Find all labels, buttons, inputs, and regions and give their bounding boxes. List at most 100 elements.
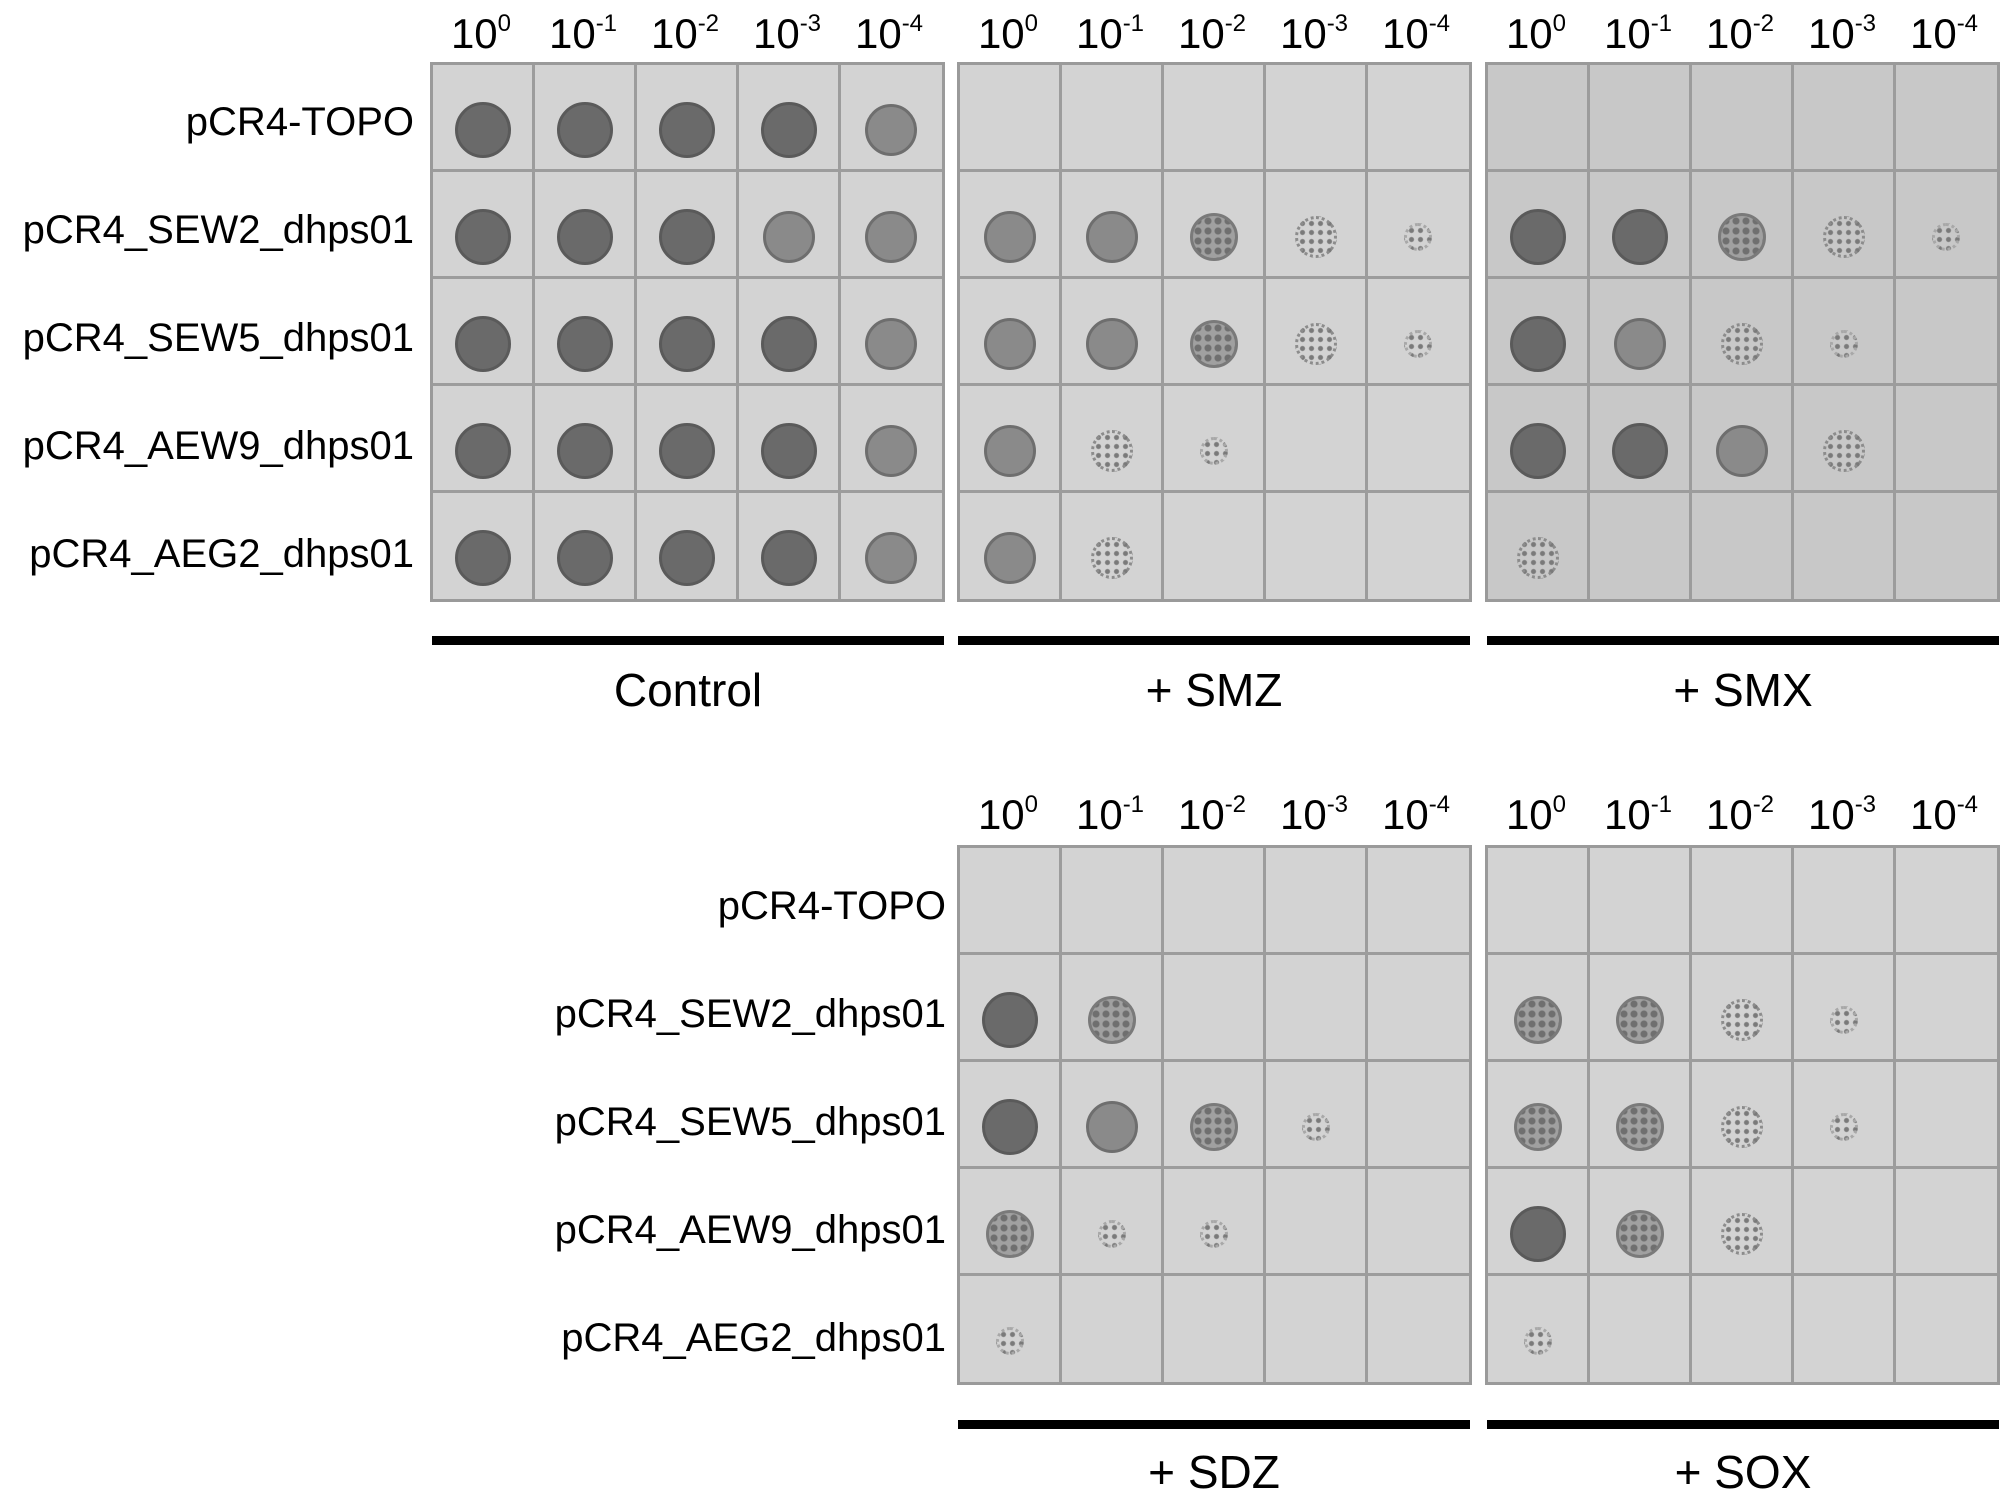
plate-cell	[1368, 1276, 1469, 1382]
colony-spot	[1616, 1209, 1664, 1258]
dilution-exponent: -3	[1326, 791, 1349, 818]
colony-spot	[1086, 317, 1138, 370]
plate-cell	[1896, 955, 1997, 1062]
plate-cell	[1488, 1169, 1590, 1276]
dilution-base: 10	[1909, 10, 1957, 57]
colony-spot	[455, 101, 511, 158]
plate-cell	[960, 279, 1062, 386]
plate-cell	[739, 386, 841, 493]
colony-spot	[1721, 1212, 1763, 1255]
dilution-header: 10-3	[1264, 2, 1364, 58]
colony-spot	[1823, 429, 1865, 472]
dilution-exponent: -1	[1122, 791, 1145, 818]
plate-cell	[1266, 955, 1368, 1062]
colony-spot	[659, 208, 715, 265]
dilution-header: 10-1	[1588, 783, 1688, 839]
colony-spot	[1190, 1102, 1238, 1151]
plate-cell	[1896, 848, 1997, 955]
dilution-exponent: -1	[1650, 10, 1673, 37]
condition-label-smz: + SMZ	[1145, 664, 1283, 716]
colony-spot	[557, 101, 613, 158]
plate-cell	[1266, 1169, 1368, 1276]
colony-spot	[865, 317, 917, 370]
plate-cell	[1266, 172, 1368, 279]
dilution-exponent: -3	[1326, 10, 1349, 37]
colony-spot	[865, 531, 917, 584]
plate-cell	[1062, 955, 1164, 1062]
plate-cell	[739, 279, 841, 386]
colony-spot	[1524, 1326, 1552, 1355]
plate-cell	[739, 172, 841, 279]
plate-cell	[1794, 493, 1896, 599]
colony-spot	[986, 1209, 1034, 1258]
dilution-header: 100	[958, 783, 1058, 839]
plate-cell	[1164, 955, 1266, 1062]
dilution-exponent: 0	[1552, 791, 1567, 818]
plate-cell	[1896, 279, 1997, 386]
plate-cell	[1368, 493, 1469, 599]
colony-spot	[557, 422, 613, 479]
row-label-bottom-aeg2: pCR4_AEG2_dhps01	[561, 1316, 946, 1360]
condition-label-smx: + SMX	[1673, 664, 1813, 716]
plate-cell	[1794, 386, 1896, 493]
plate-cell	[1488, 65, 1590, 172]
plate-cell	[1692, 172, 1794, 279]
plate-cell	[1692, 955, 1794, 1062]
plate-cell	[1164, 1276, 1266, 1382]
colony-spot	[1932, 222, 1960, 251]
plate-cell	[1164, 279, 1266, 386]
plate-cell	[637, 386, 739, 493]
row-label-top-aeg2: pCR4_AEG2_dhps01	[29, 532, 414, 576]
plate-cell	[1368, 172, 1469, 279]
plate-cell	[1692, 65, 1794, 172]
plate-cell	[1590, 955, 1692, 1062]
dilution-exponent: 0	[497, 10, 512, 37]
plate-cell	[960, 848, 1062, 955]
dilution-header: 10-4	[1894, 2, 1994, 58]
plate-cell	[433, 65, 535, 172]
colony-spot	[1517, 536, 1559, 579]
colony-spot	[557, 529, 613, 586]
colony-spot	[1086, 210, 1138, 263]
dilution-exponent: -2	[1752, 791, 1775, 818]
colony-spot	[557, 208, 613, 265]
plate-cell	[1488, 1062, 1590, 1169]
dilution-base: 10	[1177, 10, 1225, 57]
colony-spot	[659, 101, 715, 158]
plate-cell	[637, 172, 739, 279]
colony-spot	[1190, 212, 1238, 261]
colony-spot	[455, 422, 511, 479]
colony-spot	[865, 210, 917, 263]
dilution-base: 10	[1075, 791, 1123, 838]
plate-cell	[535, 172, 637, 279]
plate-cell	[637, 65, 739, 172]
colony-spot	[982, 1098, 1038, 1155]
dilution-exponent: -2	[1224, 791, 1247, 818]
plate-cell	[1266, 279, 1368, 386]
dilution-header: 10-2	[1162, 783, 1262, 839]
dilution-header: 10-2	[1690, 783, 1790, 839]
dilution-base: 10	[548, 10, 596, 57]
plate-cell	[960, 172, 1062, 279]
plate-cell	[1266, 1062, 1368, 1169]
dilution-base: 10	[1505, 10, 1553, 57]
dilution-base: 10	[1075, 10, 1123, 57]
plate-cell	[433, 493, 535, 599]
plate-cell	[1794, 1062, 1896, 1169]
plate-cell	[1692, 1062, 1794, 1169]
plate-cell	[1896, 65, 1997, 172]
colony-spot	[1295, 322, 1337, 365]
colony-spot	[659, 529, 715, 586]
plate-cell	[1266, 65, 1368, 172]
dilution-header: 10-4	[1366, 2, 1466, 58]
plate-cell	[1794, 279, 1896, 386]
plate-cell	[1590, 848, 1692, 955]
dilution-exponent: 0	[1552, 10, 1567, 37]
dilution-header: 10-3	[737, 2, 837, 58]
colony-spot	[763, 210, 815, 263]
colony-spot	[1716, 424, 1768, 477]
bar-smx	[1487, 636, 1999, 645]
dilution-exponent: -1	[1650, 791, 1673, 818]
dilution-base: 10	[450, 10, 498, 57]
plate-cell	[1692, 1169, 1794, 1276]
